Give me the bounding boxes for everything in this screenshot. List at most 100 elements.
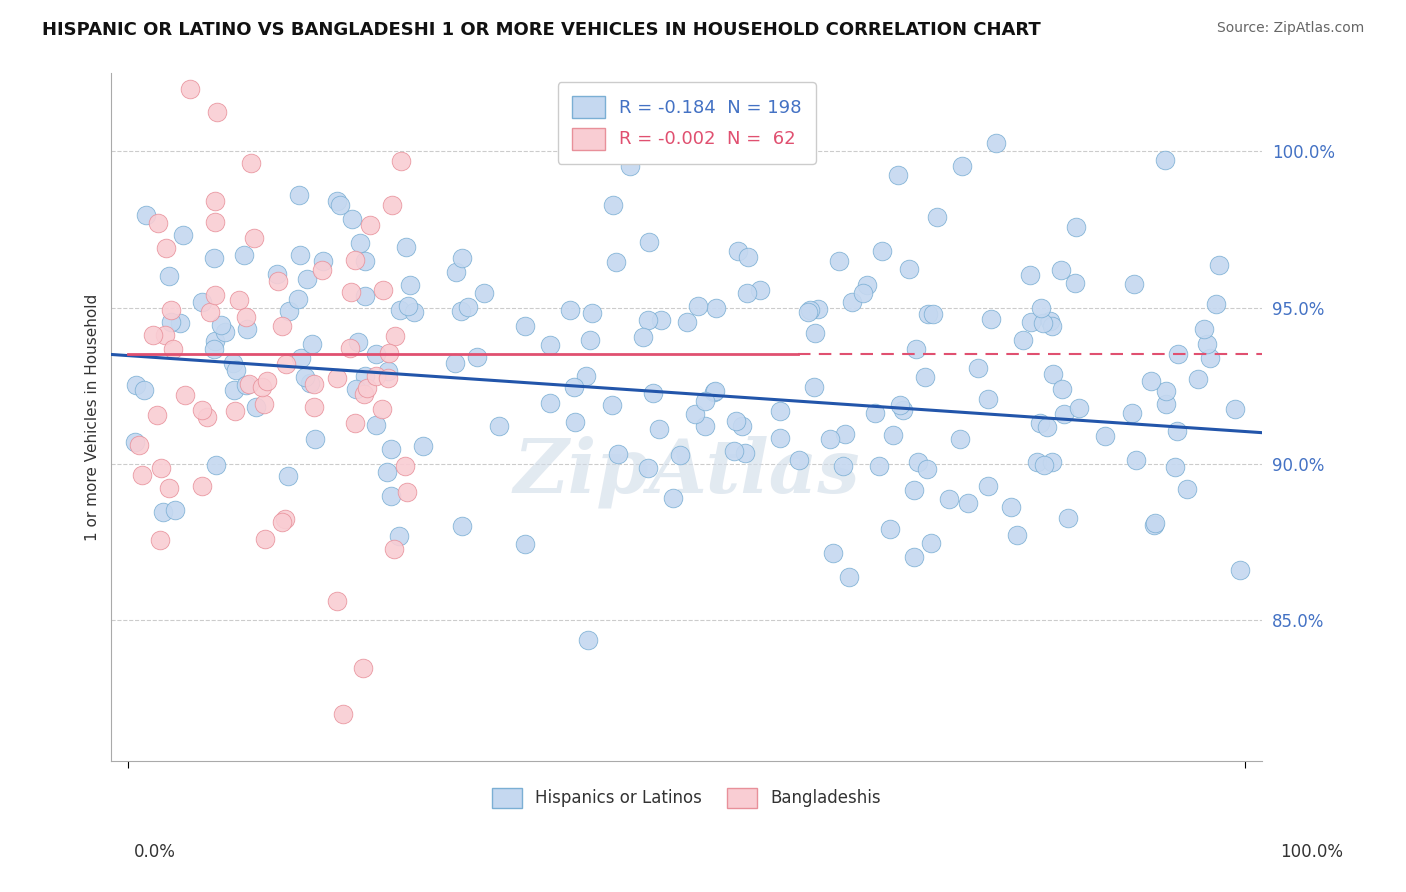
Point xyxy=(863,406,886,420)
Point xyxy=(1154,153,1177,168)
Point xyxy=(984,136,1007,151)
Point xyxy=(1154,384,1177,399)
Text: ZipAtlas: ZipAtlas xyxy=(513,436,860,508)
Point xyxy=(389,303,412,318)
Point xyxy=(266,267,288,281)
Point xyxy=(202,342,225,356)
Point xyxy=(891,402,914,417)
Point xyxy=(349,235,371,250)
Point xyxy=(202,251,225,265)
Point xyxy=(832,458,855,473)
Point xyxy=(915,461,938,475)
Point xyxy=(235,310,257,324)
Point xyxy=(575,368,598,383)
Point xyxy=(366,347,388,361)
Point xyxy=(474,286,496,301)
Point xyxy=(1064,219,1087,234)
Point xyxy=(457,300,479,314)
Point xyxy=(404,305,426,319)
Point xyxy=(1154,397,1177,411)
Point xyxy=(162,343,184,357)
Point xyxy=(394,459,416,474)
Point xyxy=(723,443,745,458)
Point xyxy=(768,431,790,445)
Point xyxy=(380,489,402,503)
Point xyxy=(198,305,221,319)
Point xyxy=(128,438,150,452)
Point xyxy=(205,105,228,120)
Point xyxy=(209,318,232,332)
Point xyxy=(389,154,412,169)
Point xyxy=(980,312,1002,326)
Point xyxy=(949,432,972,446)
Point xyxy=(917,307,939,321)
Point xyxy=(467,351,489,365)
Point xyxy=(956,496,979,510)
Point xyxy=(155,328,177,343)
Point xyxy=(807,302,830,317)
Point xyxy=(311,263,333,277)
Text: Source: ZipAtlas.com: Source: ZipAtlas.com xyxy=(1216,21,1364,35)
Point xyxy=(124,434,146,449)
Point xyxy=(725,414,748,428)
Point xyxy=(1032,458,1054,473)
Point xyxy=(304,377,326,392)
Point xyxy=(288,248,311,262)
Y-axis label: 1 or more Vehicles in Household: 1 or more Vehicles in Household xyxy=(86,293,100,541)
Point xyxy=(377,364,399,378)
Point xyxy=(271,319,294,334)
Point xyxy=(1018,268,1040,282)
Point xyxy=(799,303,821,318)
Point xyxy=(384,328,406,343)
Point xyxy=(693,418,716,433)
Point xyxy=(274,511,297,525)
Point xyxy=(253,397,276,411)
Point xyxy=(797,305,820,319)
Point xyxy=(838,570,860,584)
Point xyxy=(450,304,472,318)
Point xyxy=(250,380,273,394)
Point xyxy=(344,382,367,396)
Point xyxy=(159,303,181,318)
Point xyxy=(1223,402,1246,417)
Point xyxy=(377,345,399,359)
Point xyxy=(205,458,228,473)
Point xyxy=(169,317,191,331)
Point xyxy=(228,293,250,307)
Point xyxy=(371,401,394,416)
Point xyxy=(868,458,890,473)
Point xyxy=(602,198,624,212)
Point xyxy=(1039,314,1062,328)
Point xyxy=(238,377,260,392)
Point xyxy=(222,356,245,370)
Point xyxy=(294,370,316,384)
Point xyxy=(364,418,387,433)
Point xyxy=(1122,277,1144,292)
Point xyxy=(1229,563,1251,577)
Text: 100.0%: 100.0% xyxy=(1279,843,1343,861)
Point xyxy=(1011,333,1033,347)
Point xyxy=(214,325,236,339)
Point xyxy=(1025,455,1047,469)
Point xyxy=(346,334,368,349)
Point xyxy=(1052,382,1074,396)
Point xyxy=(179,81,201,95)
Point xyxy=(172,227,194,242)
Point xyxy=(1197,337,1219,351)
Point xyxy=(558,303,581,318)
Point xyxy=(191,402,214,417)
Point xyxy=(253,532,276,546)
Point xyxy=(395,485,418,500)
Point xyxy=(225,363,247,377)
Point xyxy=(152,505,174,519)
Point xyxy=(922,307,945,321)
Point xyxy=(879,522,901,536)
Point xyxy=(898,261,921,276)
Point xyxy=(174,388,197,402)
Point xyxy=(353,288,375,302)
Point xyxy=(354,254,377,268)
Point xyxy=(513,318,536,333)
Point xyxy=(737,286,759,301)
Point xyxy=(125,378,148,392)
Point xyxy=(1166,424,1188,438)
